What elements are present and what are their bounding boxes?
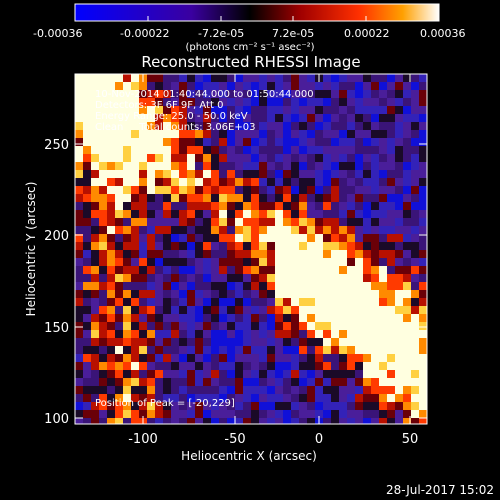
colorbar-tick-1: -0.00022 [120, 27, 169, 40]
y-tick-label: 100 [44, 412, 69, 427]
info-detectors: Detectors: 3F 6F 9F, Att 0 [95, 100, 223, 111]
y-tick-label: 150 [44, 321, 69, 336]
colorbar-tick-4: 0.00022 [344, 27, 390, 40]
x-tick-label: -50 [224, 432, 245, 447]
info-clean-counts: Clean Total counts: 3.06E+03 [95, 122, 255, 133]
colorbar-ticks [74, 16, 440, 21]
x-axis-label: Heliocentric X (arcsec) [181, 449, 317, 463]
x-tick-label: 50 [402, 432, 419, 447]
colorbar-tick-5: 0.00036 [420, 27, 466, 40]
info-time-range: 10-Nov-2014 01:40:44.000 to 01:50:44.000 [95, 89, 314, 100]
colorbar-tick-2: -7.2e-05 [198, 27, 244, 40]
colorbar-tick-0: -0.00036 [33, 27, 82, 40]
observation-info: 10-Nov-2014 01:40:44.000 to 01:50:44.000… [95, 89, 314, 133]
colorbar [74, 3, 440, 22]
reconstructed-image [75, 74, 427, 424]
y-axis-label: Heliocentric Y (arcsec) [24, 182, 38, 317]
x-axis-ticks [142, 74, 411, 424]
colorbar-unit-label: (photons cm⁻² s⁻¹ asec⁻²) [185, 42, 314, 53]
y-tick-label: 200 [44, 229, 69, 244]
y-tick-label: 250 [44, 138, 69, 153]
info-energy-range: Energy Range: 25.0 - 50.0 keV [95, 111, 248, 122]
plot-frame [74, 73, 428, 425]
colorbar-tick-3: 7.2e-05 [272, 27, 314, 40]
peak-position: Position of Peak = [-20,229] [95, 398, 235, 409]
x-tick-label: 0 [315, 432, 323, 447]
plot-title: Reconstructed RHESSI Image [141, 53, 360, 71]
y-axis-ticks [75, 143, 427, 419]
x-tick-label: -100 [128, 432, 158, 447]
footer-date: 28-Jul-2017 15:02 [386, 483, 494, 497]
